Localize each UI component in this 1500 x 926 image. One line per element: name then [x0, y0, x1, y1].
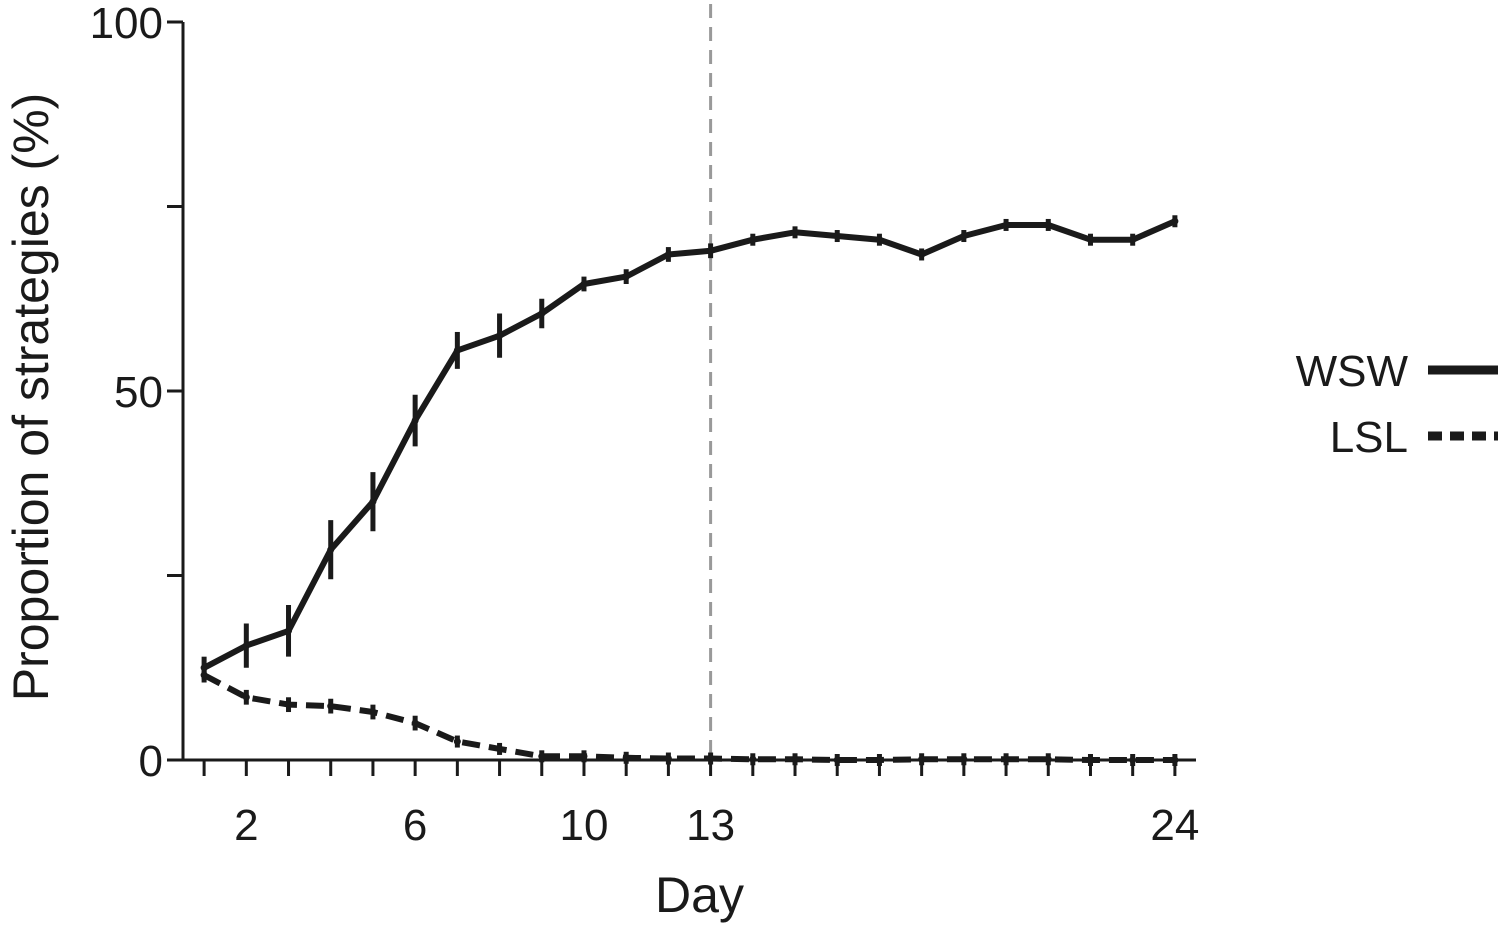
data-point [918, 250, 926, 258]
data-point [1129, 236, 1137, 244]
data-point [749, 755, 757, 763]
legend-label-lsl: LSL [1330, 413, 1408, 462]
series-line-lsl [202, 672, 1175, 763]
data-point [875, 756, 883, 764]
data-point [707, 755, 715, 763]
data-point [875, 236, 883, 244]
data-point [580, 280, 588, 288]
data-point [496, 332, 504, 340]
y-axis-title: Proportion of strategies (%) [3, 93, 59, 702]
data-point [496, 745, 504, 753]
y-tick-label: 50 [114, 368, 163, 417]
x-tick-label: 6 [403, 801, 427, 850]
data-point [538, 752, 546, 760]
data-point [1171, 756, 1179, 764]
data-point [622, 754, 630, 762]
series-layer [200, 215, 1179, 766]
data-point [285, 627, 293, 635]
data-point [833, 756, 841, 764]
data-point [1044, 221, 1052, 229]
data-point [1002, 755, 1010, 763]
data-point [749, 236, 757, 244]
data-point [200, 671, 208, 679]
x-tick-label: 2 [234, 801, 258, 850]
data-point [453, 346, 461, 354]
data-point [242, 642, 250, 650]
data-point [960, 755, 968, 763]
data-point [1129, 756, 1137, 764]
series-lsl [200, 667, 1179, 766]
data-point [538, 310, 546, 318]
data-point [580, 752, 588, 760]
data-point [918, 755, 926, 763]
data-point [1002, 221, 1010, 229]
x-tick-label: 24 [1150, 801, 1199, 850]
series-line-wsw [202, 218, 1177, 671]
series-wsw [200, 215, 1179, 679]
data-point [1171, 217, 1179, 225]
data-point [1044, 755, 1052, 763]
data-point [791, 228, 799, 236]
data-point [791, 755, 799, 763]
data-point [707, 247, 715, 255]
x-axis-title: Day [655, 867, 744, 923]
data-point [960, 232, 968, 240]
data-point [664, 250, 672, 258]
data-point [327, 546, 335, 554]
y-tick-label: 100 [90, 0, 163, 48]
data-point [622, 273, 630, 281]
legend: WSW LSL [1296, 347, 1498, 462]
data-point [1086, 236, 1094, 244]
data-point [369, 498, 377, 506]
axes: 0 50 100 2 6 10 13 24 [90, 0, 1200, 850]
data-point [285, 701, 293, 709]
data-point [242, 693, 250, 701]
data-point [1086, 756, 1094, 764]
x-tick-label: 10 [560, 801, 609, 850]
data-point [411, 719, 419, 727]
data-point [327, 702, 335, 710]
x-tick-label: 13 [686, 801, 735, 850]
data-point [453, 738, 461, 746]
data-point [411, 417, 419, 425]
data-point [664, 755, 672, 763]
data-point [369, 708, 377, 716]
legend-label-wsw: WSW [1296, 347, 1409, 396]
y-tick-label: 0 [139, 737, 163, 786]
data-point [833, 232, 841, 240]
